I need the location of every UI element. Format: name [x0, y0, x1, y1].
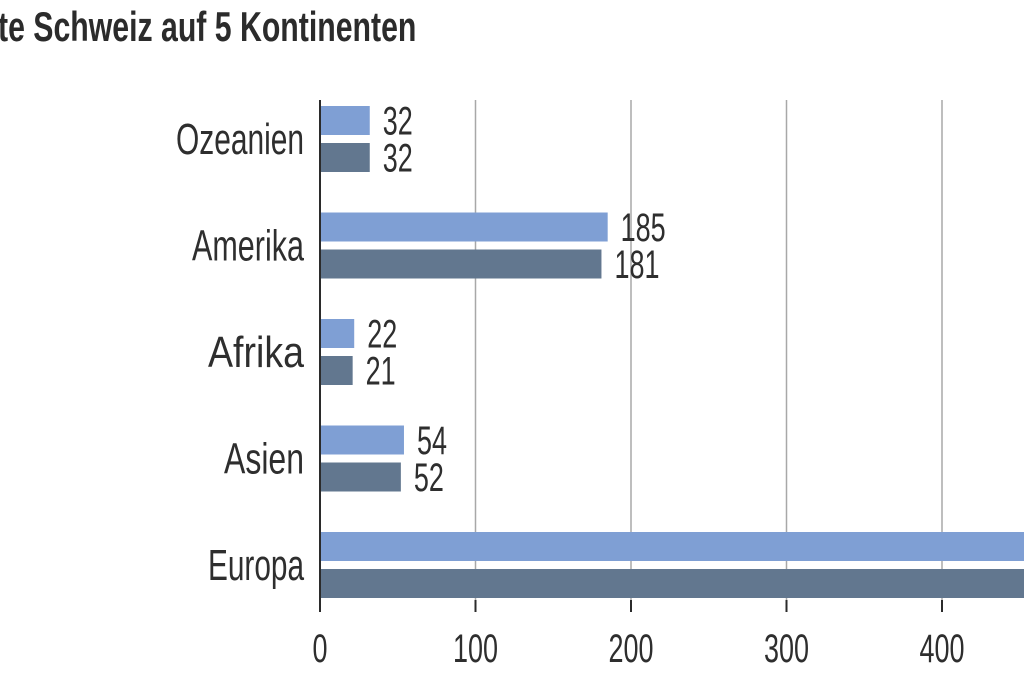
bar — [320, 143, 370, 172]
bar — [320, 569, 1024, 598]
bar — [320, 356, 353, 385]
bar-value-label: 32 — [383, 100, 413, 144]
x-tick-label: 100 — [453, 627, 498, 671]
bar — [320, 212, 608, 242]
bar — [320, 319, 355, 348]
bars — [320, 106, 1024, 598]
bar-value-label: 21 — [366, 350, 396, 394]
bar — [320, 106, 370, 135]
bar — [320, 249, 602, 279]
x-tick-label: 300 — [764, 627, 809, 671]
axes — [319, 100, 943, 612]
category-label: Ozeanien — [176, 115, 304, 164]
bar-value-label: 32 — [383, 137, 413, 181]
bar — [320, 532, 1024, 561]
category-label: Asien — [224, 435, 304, 484]
x-tick-label: 0 — [313, 627, 328, 671]
bar-value-label: 185 — [621, 206, 666, 250]
bar-value-label: 22 — [367, 313, 397, 357]
category-label: Europa — [208, 541, 304, 590]
chart-title: te Schweiz auf 5 Kontinenten — [0, 3, 417, 50]
bar-value-label: 181 — [614, 243, 659, 287]
category-label: Afrika — [208, 328, 304, 377]
bar-value-label: 54 — [417, 419, 447, 463]
grid-lines — [474, 100, 943, 600]
x-tick-label: 200 — [609, 627, 654, 671]
x-tick-label: 400 — [920, 627, 965, 671]
bar — [320, 462, 401, 492]
bar-value-label: 52 — [414, 456, 444, 500]
category-label: Amerika — [192, 222, 304, 271]
bar — [320, 425, 404, 455]
